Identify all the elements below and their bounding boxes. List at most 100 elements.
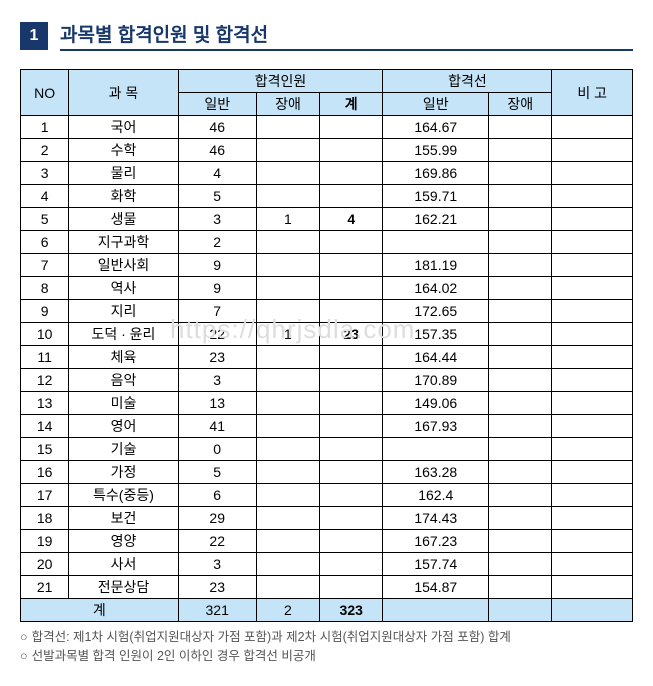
th-gen: 일반 — [178, 93, 256, 116]
cell-dis — [256, 369, 319, 392]
cell-cutgen: 149.06 — [383, 392, 489, 415]
cell-note — [552, 392, 633, 415]
cell-dis: 1 — [256, 323, 319, 346]
cell-note — [552, 208, 633, 231]
cell-cutgen: 157.35 — [383, 323, 489, 346]
cell-cutgen: 163.28 — [383, 461, 489, 484]
table-row: 10도덕 · 윤리22123157.35 — [21, 323, 633, 346]
cell-note — [552, 116, 633, 139]
cell-gen: 6 — [178, 484, 256, 507]
cell-cutdis — [489, 116, 552, 139]
table-row: 1국어46164.67 — [21, 116, 633, 139]
table-row: 11체육23164.44 — [21, 346, 633, 369]
cell-cutdis — [489, 415, 552, 438]
cell-cutgen: 167.23 — [383, 530, 489, 553]
section-title: 과목별 합격인원 및 합격선 — [60, 20, 633, 51]
cell-no: 21 — [21, 576, 69, 599]
footnote-text: 선발과목별 합격 인원이 2인 이하인 경우 합격선 비공개 — [32, 647, 316, 666]
cell-gen: 9 — [178, 277, 256, 300]
cell-cutgen — [383, 438, 489, 461]
cell-cutgen: 164.02 — [383, 277, 489, 300]
cell-dis — [256, 507, 319, 530]
cell-cutdis — [489, 277, 552, 300]
cell-cutgen: 157.74 — [383, 553, 489, 576]
cell-note — [552, 323, 633, 346]
cell-dis — [256, 277, 319, 300]
cell-tot — [320, 254, 383, 277]
cell-gen: 4 — [178, 162, 256, 185]
cell-subj: 체육 — [69, 346, 178, 369]
table-row: 6지구과학2 — [21, 231, 633, 254]
cell-subj: 가정 — [69, 461, 178, 484]
cell-tot — [320, 162, 383, 185]
cell-cutdis — [489, 185, 552, 208]
cell-no: 19 — [21, 530, 69, 553]
cell-dis — [256, 530, 319, 553]
cell-cutdis — [489, 507, 552, 530]
footnote-line: ○ 합격선: 제1차 시험(취업지원대상자 가점 포함)과 제2차 시험(취업지… — [20, 628, 633, 647]
cell-dis — [256, 231, 319, 254]
cell-note — [552, 254, 633, 277]
cell-tot — [320, 576, 383, 599]
cell-note — [552, 553, 633, 576]
cell-no: 7 — [21, 254, 69, 277]
cell-gen: 23 — [178, 576, 256, 599]
table-row: 13미술13149.06 — [21, 392, 633, 415]
cell-note — [552, 530, 633, 553]
cell-gen: 5 — [178, 185, 256, 208]
cell-no: 15 — [21, 438, 69, 461]
total-dis: 2 — [256, 599, 319, 622]
cell-gen: 41 — [178, 415, 256, 438]
cell-tot — [320, 116, 383, 139]
cell-cutdis — [489, 323, 552, 346]
cell-dis — [256, 185, 319, 208]
cell-gen: 3 — [178, 553, 256, 576]
cell-dis — [256, 139, 319, 162]
cell-note — [552, 139, 633, 162]
cell-note — [552, 277, 633, 300]
table-row: 20사서3157.74 — [21, 553, 633, 576]
table-row: 5생물314162.21 — [21, 208, 633, 231]
cell-dis — [256, 346, 319, 369]
cell-cutgen: 155.99 — [383, 139, 489, 162]
cell-subj: 지구과학 — [69, 231, 178, 254]
cell-note — [552, 300, 633, 323]
cell-subj: 영양 — [69, 530, 178, 553]
cell-subj: 국어 — [69, 116, 178, 139]
total-cutdis — [489, 599, 552, 622]
cell-cutdis — [489, 300, 552, 323]
table-row: 8역사9164.02 — [21, 277, 633, 300]
cell-dis — [256, 254, 319, 277]
cell-cutdis — [489, 231, 552, 254]
cell-no: 18 — [21, 507, 69, 530]
cell-no: 12 — [21, 369, 69, 392]
cell-dis — [256, 392, 319, 415]
cell-tot — [320, 369, 383, 392]
cell-note — [552, 369, 633, 392]
cell-subj: 음악 — [69, 369, 178, 392]
total-row: 계 321 2 323 — [21, 599, 633, 622]
table-row: 3물리4169.86 — [21, 162, 633, 185]
cell-gen: 22 — [178, 323, 256, 346]
th-dis: 장애 — [256, 93, 319, 116]
cell-note — [552, 576, 633, 599]
cell-dis — [256, 415, 319, 438]
cell-cutgen: 159.71 — [383, 185, 489, 208]
th-pass: 합격인원 — [178, 70, 383, 93]
cell-tot — [320, 185, 383, 208]
cell-tot — [320, 484, 383, 507]
cell-tot — [320, 231, 383, 254]
cell-no: 9 — [21, 300, 69, 323]
cell-cutgen: 162.4 — [383, 484, 489, 507]
cell-cutdis — [489, 162, 552, 185]
cell-no: 6 — [21, 231, 69, 254]
cell-gen: 5 — [178, 461, 256, 484]
cell-no: 4 — [21, 185, 69, 208]
cell-tot — [320, 553, 383, 576]
cell-tot — [320, 415, 383, 438]
th-no: NO — [21, 70, 69, 116]
cell-dis — [256, 461, 319, 484]
cell-subj: 물리 — [69, 162, 178, 185]
cell-subj: 역사 — [69, 277, 178, 300]
cell-subj: 화학 — [69, 185, 178, 208]
